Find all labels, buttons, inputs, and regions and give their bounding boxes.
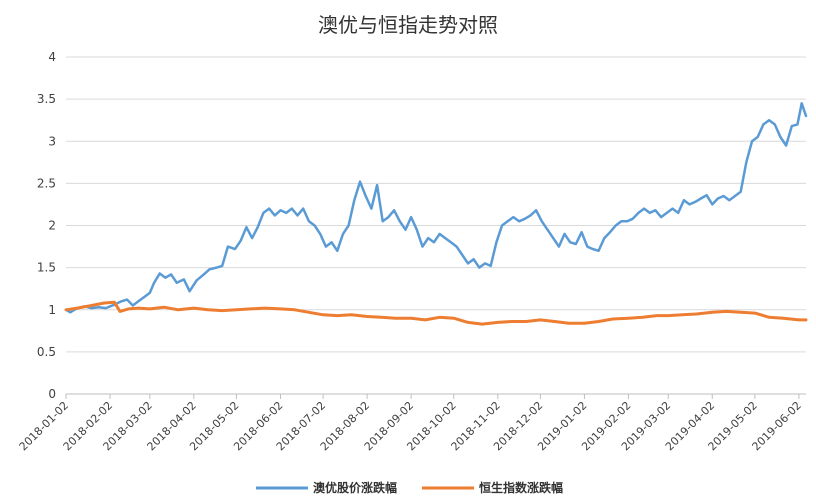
legend-label-aoyou: 澳优股价涨跌幅 [313, 480, 397, 495]
x-axis-ticks: 2018-01-022018-02-022018-03-022018-04-02… [17, 394, 804, 453]
series-lines [64, 102, 808, 326]
y-tick-label: 0 [48, 387, 56, 401]
chart-title: 澳优与恒指走势对照 [318, 13, 498, 37]
legend: 澳优股价涨跌幅 恒生指数涨跌幅 [256, 480, 563, 495]
y-axis-ticks: 0 0.5 1 1.5 2 2.5 3 3.5 4 [37, 50, 56, 401]
gridlines [66, 56, 806, 395]
y-tick-label: 0.5 [37, 345, 56, 359]
y-tick-label: 2 [48, 219, 56, 233]
series-line-hsi [64, 300, 808, 326]
legend-label-hsi: 恒生指数涨跌幅 [479, 480, 563, 495]
y-tick-label: 3 [48, 134, 56, 148]
y-tick-label: 4 [48, 50, 56, 64]
y-tick-label: 3.5 [37, 92, 56, 106]
series-line-aoyou [64, 102, 808, 314]
y-tick-label: 2.5 [37, 176, 56, 190]
y-tick-label: 1.5 [37, 261, 56, 275]
y-tick-label: 1 [48, 303, 56, 317]
